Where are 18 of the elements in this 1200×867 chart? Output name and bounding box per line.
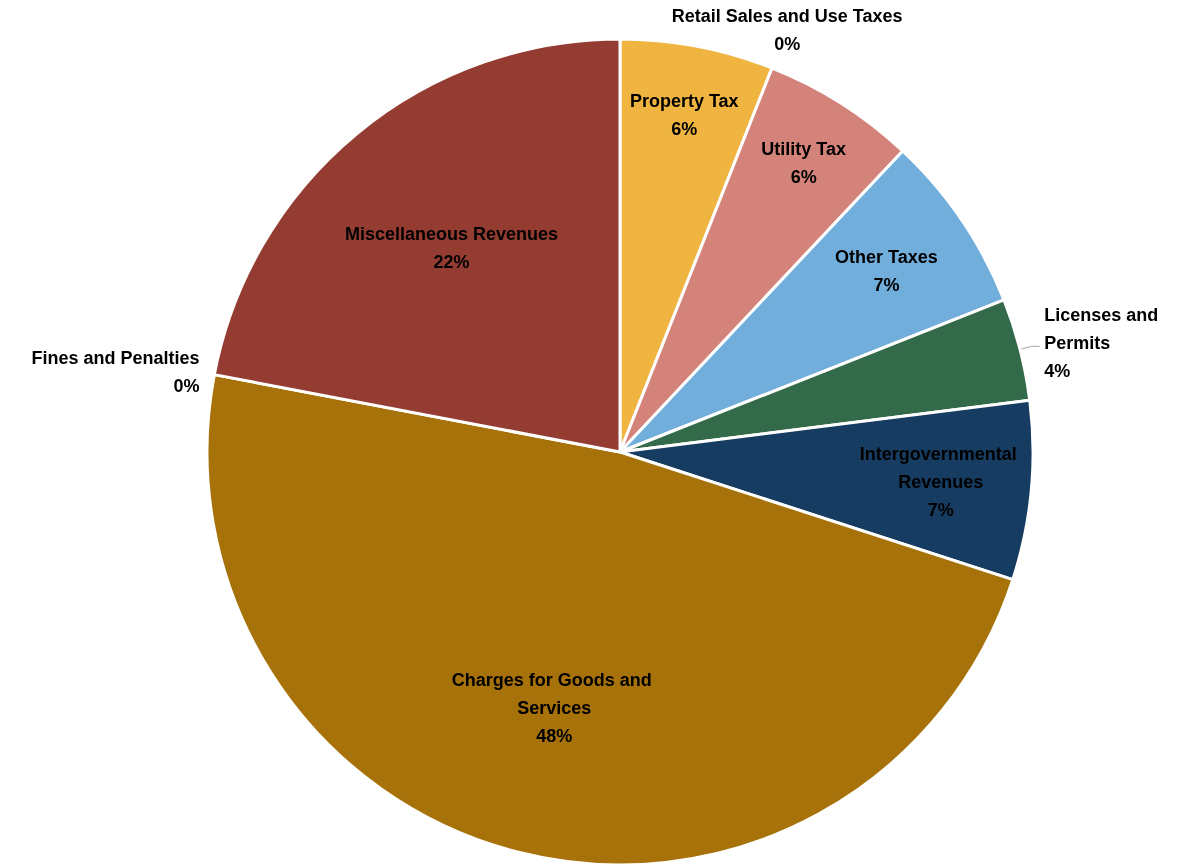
category-label: Fines and Penalties (31, 347, 200, 368)
data-label: 48% (536, 726, 573, 747)
slice-label: Property Tax (629, 91, 739, 112)
slice-label: Miscellaneous Revenues (344, 224, 559, 245)
slice-label: Charges for Goods and Services (451, 670, 657, 719)
slice-label: Utility Tax (761, 138, 847, 159)
data-label: 6% (790, 166, 817, 187)
slice-label: Licenses and Permits (1044, 305, 1164, 354)
data-label: 7% (873, 274, 900, 295)
category-label: Retail Sales and Use Taxes (671, 5, 903, 26)
data-label: 6% (671, 119, 698, 140)
data-label: 22% (433, 252, 470, 273)
slice-label: Intergovernmental Revenues (859, 444, 1022, 493)
data-label: 7% (927, 500, 954, 521)
text: 0% (173, 375, 200, 396)
data-label: 4% (1044, 361, 1071, 382)
text: 0% (774, 33, 801, 54)
slice-label: Other Taxes (835, 246, 938, 267)
